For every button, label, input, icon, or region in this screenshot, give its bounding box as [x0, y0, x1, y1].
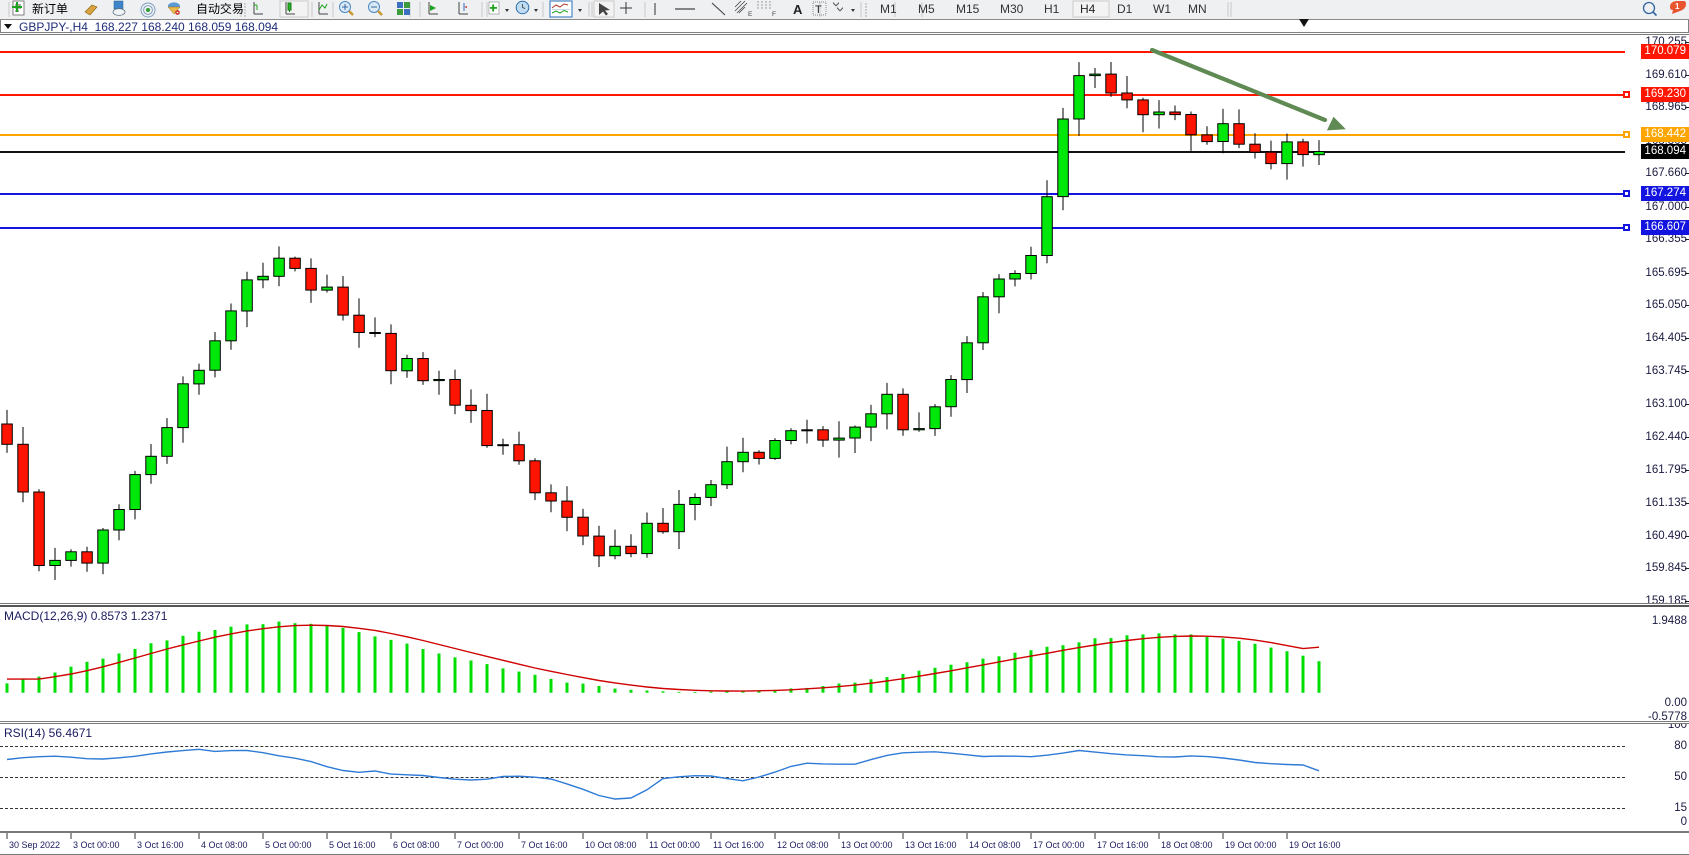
svg-text:W1: W1 — [1153, 2, 1171, 16]
svg-text:MN: MN — [1188, 2, 1207, 16]
svg-text:M15: M15 — [956, 2, 980, 16]
svg-text:T: T — [815, 4, 822, 16]
svg-text:A: A — [793, 2, 803, 17]
svg-text:H4: H4 — [1080, 2, 1096, 16]
svg-text:M5: M5 — [918, 2, 935, 16]
svg-text:M1: M1 — [880, 2, 897, 16]
svg-text:D1: D1 — [1117, 2, 1133, 16]
svg-text:1: 1 — [1675, 2, 1680, 11]
svg-text:E: E — [748, 11, 753, 18]
svg-text:新订单: 新订单 — [32, 0, 68, 17]
svg-text:F: F — [772, 11, 776, 18]
svg-text:M30: M30 — [1000, 2, 1024, 16]
svg-text:H1: H1 — [1044, 2, 1060, 16]
svg-text:自动交易: 自动交易 — [196, 0, 244, 17]
